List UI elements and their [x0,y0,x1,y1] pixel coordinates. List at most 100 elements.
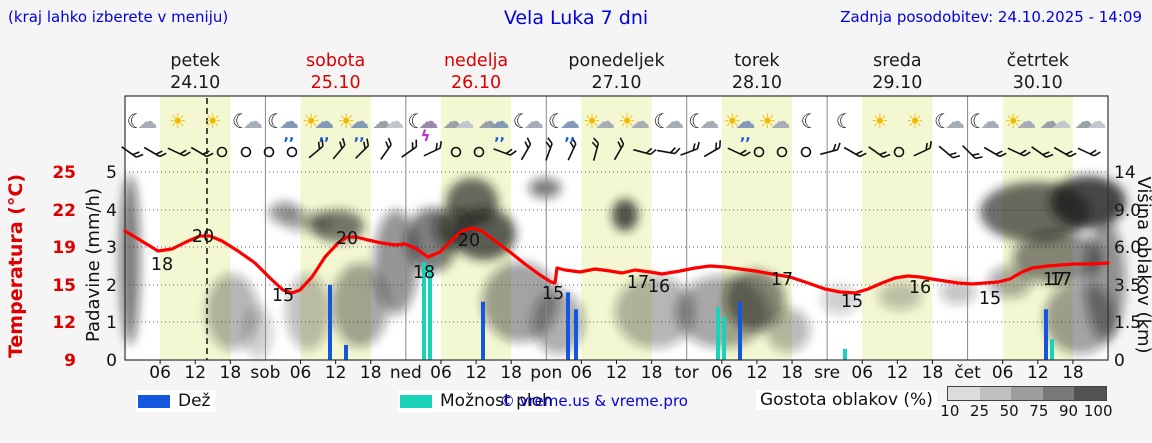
wind-barb-flag [999,152,1007,158]
wind-barb-icon [983,146,1007,158]
cloud-density-segment [979,387,1012,400]
wind-barb-shaft [656,149,676,155]
wind-barb-icon [167,147,191,157]
weather-icon-sun-rain: ☀☁,, [723,109,755,144]
wind-barb-shaft [1031,146,1047,158]
shower-bar [422,262,426,360]
temperature-value-label: 20 [336,229,358,249]
wind-barb-flag [505,148,513,155]
wind-barb-flag [650,148,657,155]
wind-barb-icon [1077,147,1101,157]
weather-glyph: ☁ [372,109,392,133]
temp-tick-label: 19 [52,238,76,258]
temperature-value-label: 20 [458,231,480,251]
weather-glyph: ☀ [583,109,601,133]
weather-icon-moon-cloud: ☾☁ [969,109,1000,133]
weather-icon-clouds: ☁☁ [1039,109,1071,133]
wind-barb-icon [633,147,657,156]
temperature-value-label: 16 [909,278,931,298]
temp-axis-title: Temperatura (°C) [5,174,27,358]
lightning-glyph: ϟ [420,127,430,145]
day-abbrev-label: ned [390,363,422,383]
weather-icon-moon-cloud: ☾☁ [513,109,544,133]
wind-barb-flag [949,152,957,156]
weather-glyph: ☁ [980,109,1000,133]
wind-barb-flag [836,142,841,150]
weather-glyph: ☁ [455,109,475,133]
wind-barb-icon [1053,146,1077,158]
wind-barb-icon [190,146,214,158]
day-date-label: 24.10 [170,73,220,93]
cloud-blob [332,263,388,347]
wind-barb-flag [1019,149,1027,155]
wind-barb-icon [656,147,681,155]
day-date-label: 26.10 [451,73,501,93]
wind-barb-flag [739,149,747,155]
weather-glyph: ☁ [478,109,498,133]
wind-barb-shaft [493,148,511,156]
wind-barb-flag [366,138,370,146]
wind-barb-icon [820,142,841,156]
rain-drops-glyph: ,, [284,128,295,144]
wind-barb-flag [545,141,552,149]
wind-barb-flag [1089,149,1097,155]
cloud-density-stop-label: 100 [1083,402,1113,420]
wind-barb-shaft [332,144,346,160]
cloud-density-stop-label: 25 [969,402,990,420]
cloud-density-stop-label: 75 [1029,402,1049,420]
cloud-density-stop-label: 10 [940,402,960,420]
cloud-density-scale: 10 25 50 75 90 100 [940,386,1113,420]
wind-barb-shaft [567,143,577,161]
wind-barb-flag [524,141,529,149]
wind-barb-flag [179,149,187,155]
cloud-blob [1013,232,1103,284]
day-abbrev-label: pon [530,363,562,383]
wind-barb-flag [159,152,167,158]
cloud-density-segment [948,387,980,400]
weather-glyph: ☾ [969,109,987,133]
wind-barb-flag [674,147,681,155]
day-abbrev-label: sob [250,363,280,383]
day-name-label: ponedeljek [568,51,665,71]
wind-barb-flag [155,150,163,155]
wind-barb-shaft [143,146,161,158]
temp-tick-label: 15 [52,276,76,296]
rain-bar [481,301,485,360]
temperature-value-label: 15 [272,286,294,306]
wind-barb-icon [520,137,532,161]
cloud-blob [878,282,922,310]
weather-glyph: ☀ [1004,109,1022,133]
wind-barb-icon [1007,147,1031,157]
cloud-axis-title: Višina oblakov (km) [1133,176,1152,353]
cloud-density-stop-label: 50 [999,402,1019,420]
rain-bar [344,344,348,360]
wind-barb-flag [952,154,961,159]
temperature-value-label: 18 [413,263,435,283]
day-abbrev-label: čet [954,363,981,383]
weather-glyph: ☀ [618,109,636,133]
weather-icon-sun-cloud: ☀☁ [583,109,615,133]
copyright-link[interactable]: © vreme.us & vreme.pro [500,392,688,410]
weather-icon-sun: ☀ [871,109,889,133]
weather-icon-sun-rain: ☀☁,, [337,109,369,144]
wind-barb-shaft [1053,146,1071,158]
wind-barb-flag [362,141,366,149]
hour-tick-label: 06 [430,363,452,383]
wind-barb-icon [332,137,346,160]
rain-drops-glyph: ,, [354,128,365,144]
calm-wind-icon [286,146,298,158]
wind-barb-flag [1065,150,1073,155]
hour-tick-label: 12 [746,363,768,383]
day-name-label: četrtek [1007,51,1070,71]
cloud-blob [766,308,810,352]
weather-icon-moon: ☾ [836,109,854,133]
rain-drops-glyph: ,, [494,128,505,144]
wind-barb-icon [493,148,517,156]
weather-glyph: ☀ [759,109,777,133]
wind-barb-flag [1042,151,1050,156]
weather-glyph: ☁ [1086,109,1106,133]
weather-icon-moon-cloud: ☾☁ [232,109,263,133]
wind-barb-icon [613,137,625,161]
weather-glyph: ☀ [723,109,741,133]
